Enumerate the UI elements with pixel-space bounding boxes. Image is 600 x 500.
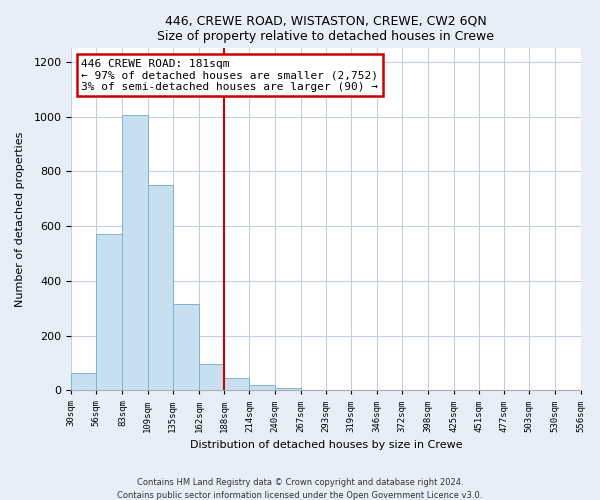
Bar — [250, 385, 275, 390]
Bar — [71, 372, 97, 390]
Title: 446, CREWE ROAD, WISTASTON, CREWE, CW2 6QN
Size of property relative to detached: 446, CREWE ROAD, WISTASTON, CREWE, CW2 6… — [157, 15, 494, 43]
Bar — [97, 234, 122, 390]
Bar — [122, 116, 148, 390]
X-axis label: Distribution of detached houses by size in Crewe: Distribution of detached houses by size … — [190, 440, 462, 450]
Bar — [224, 378, 250, 390]
Bar — [275, 388, 301, 390]
Bar — [148, 185, 173, 390]
Text: 446 CREWE ROAD: 181sqm
← 97% of detached houses are smaller (2,752)
3% of semi-d: 446 CREWE ROAD: 181sqm ← 97% of detached… — [82, 58, 379, 92]
Y-axis label: Number of detached properties: Number of detached properties — [15, 132, 25, 307]
Bar — [199, 364, 224, 390]
Bar — [173, 304, 199, 390]
Text: Contains HM Land Registry data © Crown copyright and database right 2024.
Contai: Contains HM Land Registry data © Crown c… — [118, 478, 482, 500]
